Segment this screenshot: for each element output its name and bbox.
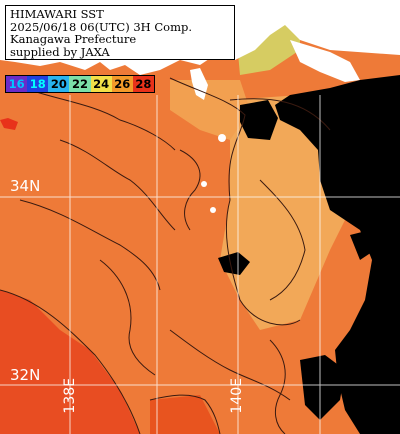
warm-zone-s [150,395,220,434]
lon-label-140e: 140E [229,378,245,414]
title-line-credit: supplied by JAXA [10,44,110,59]
isotherm-contours [0,77,331,434]
contour [0,289,141,434]
cloud-east [275,75,400,434]
legend-swatch-16: 16 [6,76,28,92]
contour [169,77,301,326]
cloud-south [300,355,345,420]
legend-swatch-20: 20 [48,76,70,92]
title-line-datetime: 2025/06/18 06(UTC) 3H Comp. [10,19,193,34]
contour [149,394,221,434]
cloud-southeast-blob [350,230,375,260]
contour [99,259,156,376]
island-oshima [218,134,226,142]
legend-swatch-18: 18 [27,76,49,92]
lon-label-138e: 138E [62,378,78,414]
island-niijima [201,181,207,187]
title-line-region: Kanagawa Prefecture [10,32,137,46]
contour [229,98,331,131]
legend-swatch-28: 28 [132,76,154,92]
cloud-center-east [240,100,278,140]
lat-label-32n: 32N [10,366,41,384]
contour [19,199,161,291]
title-box: HIMAWARI SST 2025/06/18 06(UTC) 3H Comp.… [5,5,235,60]
contour [29,89,176,151]
cloud-near-izu [218,252,250,275]
cool-zone-ne [170,80,250,140]
temperature-legend: 16 18 20 22 24 26 28 [5,75,155,93]
contour [169,329,291,401]
legend-swatch-24: 24 [90,76,112,92]
island-miyake [210,207,216,213]
graticule [0,95,400,434]
title-line-product: HIMAWARI SST [10,7,104,21]
legend-swatch-22: 22 [69,76,91,92]
contour [59,139,176,231]
lat-label-34n: 34N [10,177,41,195]
land-island-west [0,118,18,130]
contour [269,339,286,434]
land-boso [290,40,360,82]
legend-swatch-26: 26 [111,76,133,92]
contour [179,149,201,231]
